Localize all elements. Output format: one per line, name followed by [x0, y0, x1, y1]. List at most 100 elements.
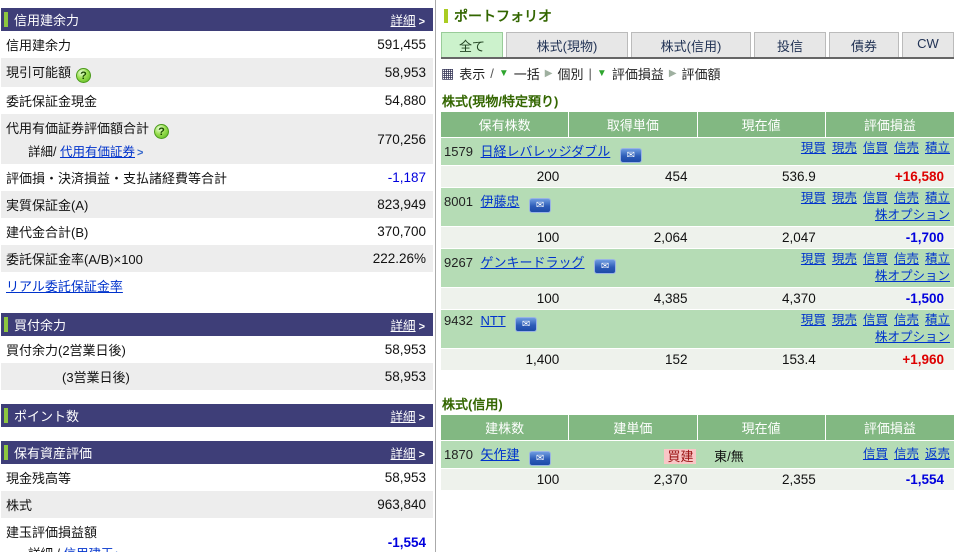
- link-margin-buy[interactable]: 信買: [862, 313, 888, 327]
- section-title: 保有資産評価: [14, 446, 93, 461]
- row-buying-power-3d: (3営業日後) 58,953: [1, 363, 433, 390]
- row-label: 信用建余力: [6, 38, 72, 53]
- link-stock-option[interactable]: 株オプション: [874, 208, 950, 222]
- detail-link-buying-power[interactable]: 詳細 >: [391, 315, 425, 334]
- link-repay-sell[interactable]: 返売: [924, 447, 950, 461]
- accent-bar: [4, 408, 8, 423]
- link-accumulate[interactable]: 積立: [924, 252, 950, 266]
- link-margin-buy[interactable]: 信買: [862, 191, 888, 205]
- link-cash-sell[interactable]: 現売: [831, 141, 857, 155]
- price-value: 2,370: [653, 472, 688, 487]
- link-accumulate[interactable]: 積立: [924, 141, 950, 155]
- col-header-qty: 保有株数: [441, 112, 570, 137]
- trade-links: 信買 信売 返売: [857, 446, 950, 463]
- col-header-price: 建単価: [569, 415, 698, 440]
- stock-name-link[interactable]: 矢作建: [480, 447, 520, 462]
- row-margin-power: 信用建余力 591,455: [1, 31, 433, 58]
- mail-icon[interactable]: ✉: [529, 198, 552, 213]
- row-label: 現引可能額?: [6, 62, 92, 83]
- row-value: 58,953: [384, 369, 426, 384]
- toolbar-valuation-option[interactable]: 評価額: [681, 67, 721, 82]
- link-margin-buy[interactable]: 信買: [862, 252, 888, 266]
- detail-link-points[interactable]: 詳細 >: [391, 406, 425, 425]
- row-label: 評価損・決済損益・支払諸経費等合計: [6, 171, 228, 186]
- tab-funds[interactable]: 投信: [754, 32, 826, 57]
- stock-id: 1579 日経レバレッジダブル ✉: [444, 140, 642, 163]
- mail-icon[interactable]: ✉: [515, 317, 538, 332]
- margin-positions-link[interactable]: 信用建玉: [63, 547, 113, 552]
- link-cash-buy[interactable]: 現買: [800, 313, 826, 327]
- link-accumulate[interactable]: 積立: [924, 313, 950, 327]
- current-value: 2,355: [781, 472, 816, 487]
- tab-stock-margin[interactable]: 株式(信用): [631, 32, 751, 57]
- stock-value-row-1579: 200 454 536.9 +16,580: [441, 165, 954, 187]
- detail-link-label[interactable]: 詳細: [390, 319, 416, 333]
- link-margin-sell[interactable]: 信売: [893, 141, 919, 155]
- tab-cw[interactable]: CW: [902, 32, 954, 57]
- link-cash-sell[interactable]: 現売: [831, 252, 857, 266]
- stock-name-link[interactable]: 日経レバレッジダブル: [480, 144, 611, 159]
- col-header-qty: 建株数: [441, 415, 570, 440]
- link-stock-option[interactable]: 株オプション: [874, 330, 950, 344]
- mail-icon[interactable]: ✉: [529, 451, 552, 466]
- link-accumulate[interactable]: 積立: [924, 191, 950, 205]
- stock-code: 1579: [444, 144, 473, 159]
- shinyou-table-header: 建株数 建単価 現在値 評価損益: [441, 415, 954, 440]
- genbutsu-table-header: 保有株数 取得単価 現在値 評価損益: [441, 112, 954, 137]
- stock-name-link[interactable]: 伊藤忠: [480, 194, 520, 209]
- link-cash-buy[interactable]: 現買: [800, 252, 826, 266]
- stock-id: 8001 伊藤忠 ✉: [444, 190, 552, 213]
- link-stock-option[interactable]: 株オプション: [874, 269, 950, 283]
- toolbar-pl-option[interactable]: 評価損益: [611, 67, 664, 82]
- qty-value: 100: [536, 472, 560, 487]
- row-value: 591,455: [377, 37, 426, 52]
- mail-icon[interactable]: ✉: [619, 148, 642, 163]
- col-header-pl: 評価損益: [863, 118, 916, 133]
- link-margin-sell[interactable]: 信売: [893, 252, 919, 266]
- accent-bar: [4, 12, 8, 27]
- link-margin-buy[interactable]: 信買: [862, 447, 888, 461]
- link-cash-sell[interactable]: 現売: [831, 313, 857, 327]
- stock-id: 9267 ゲンキードラッグ ✉: [444, 251, 617, 274]
- help-icon[interactable]: ?: [76, 68, 92, 83]
- link-cash-buy[interactable]: 現買: [800, 191, 826, 205]
- row-label: 実質保証金(A): [6, 198, 89, 213]
- row-margin-cash: 委託保証金現金 54,880: [1, 87, 433, 114]
- triangle-down-icon: ▼: [498, 68, 509, 79]
- current-value: 4,370: [781, 291, 816, 306]
- detail-link-assets[interactable]: 詳細 >: [391, 443, 425, 462]
- detail-link-margin-power[interactable]: 詳細 >: [391, 10, 425, 29]
- link-cash-buy[interactable]: 現買: [800, 141, 826, 155]
- row-label: 建玉評価損益額 詳細 / 信用建玉>: [6, 522, 122, 552]
- trade-links: 現買 現売 信買 信売 積立 株オプション: [795, 312, 950, 346]
- link-margin-sell[interactable]: 信売: [893, 447, 919, 461]
- tab-bonds[interactable]: 債券: [829, 32, 899, 57]
- mail-icon[interactable]: ✉: [594, 259, 617, 274]
- stock-name-link[interactable]: NTT: [480, 313, 506, 328]
- detail-link-label[interactable]: 詳細: [390, 410, 416, 424]
- row-pl-total: 評価損・決済損益・支払諸経費等合計 -1,187: [1, 164, 433, 191]
- help-icon[interactable]: ?: [154, 124, 170, 139]
- portfolio-title: ポートフォリオ: [441, 6, 954, 26]
- detail-link-label[interactable]: 詳細: [390, 447, 416, 461]
- stock-name-link[interactable]: ゲンキードラッグ: [480, 255, 585, 270]
- stock-name-row-1870: 1870 矢作建 ✉ 買建 東/無 信買 信売 返売: [441, 440, 954, 468]
- realtime-margin-ratio-link[interactable]: リアル委託保証金率: [6, 279, 123, 294]
- link-margin-sell[interactable]: 信売: [893, 191, 919, 205]
- link-margin-sell[interactable]: 信売: [893, 313, 919, 327]
- section-header-points: ポイント数 詳細 >: [1, 404, 433, 427]
- row-genbiki: 現引可能額? 58,953: [1, 58, 433, 87]
- table-display-icon: ▦: [441, 65, 455, 81]
- stock-id: 9432 NTT ✉: [444, 312, 538, 332]
- tab-stock-cash[interactable]: 株式(現物): [506, 32, 628, 57]
- link-margin-buy[interactable]: 信買: [862, 141, 888, 155]
- link-cash-sell[interactable]: 現売: [831, 191, 857, 205]
- toolbar-batch-option[interactable]: 一括: [513, 67, 540, 82]
- substitute-securities-link[interactable]: 代用有価証券: [59, 145, 135, 159]
- detail-link-label[interactable]: 詳細: [390, 14, 416, 28]
- triangle-right-icon: ▶: [544, 68, 553, 79]
- col-header-price: 取得単価: [569, 112, 698, 137]
- toolbar-individual-option[interactable]: 個別: [557, 67, 584, 82]
- tab-all[interactable]: 全て: [441, 32, 503, 57]
